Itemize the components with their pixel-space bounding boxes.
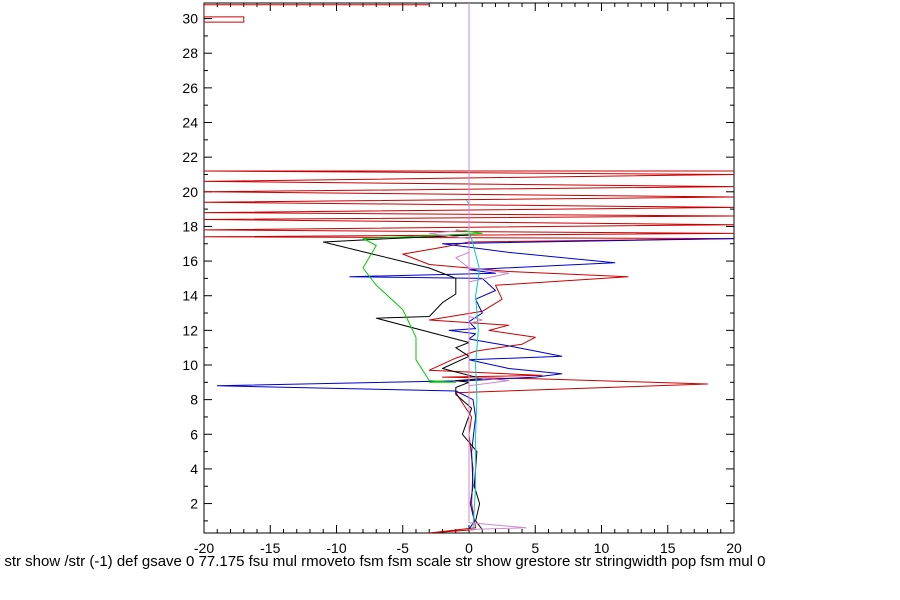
y-tick-label: 30 — [182, 11, 198, 27]
y-tick-label: 22 — [182, 149, 198, 165]
series-line-1 — [204, 170, 734, 533]
x-tick-label: 10 — [594, 540, 610, 556]
x-tick-label: -10 — [326, 540, 346, 556]
y-tick-label: 10 — [182, 357, 198, 373]
y-tick-label: 2 — [190, 496, 198, 512]
x-tick-label: 5 — [531, 540, 539, 556]
x-tick-label: -5 — [397, 540, 410, 556]
y-tick-label: 8 — [190, 392, 198, 408]
series-line-2 — [204, 4, 430, 23]
y-tick-label: 6 — [190, 426, 198, 442]
series-line-5 — [362, 229, 483, 383]
x-tick-label: -15 — [260, 540, 280, 556]
postscript-caption: f str show /str (-1) def gsave 0 77.175 … — [0, 553, 900, 573]
y-tick-label: 14 — [182, 288, 198, 304]
series-line-7 — [468, 3, 527, 530]
y-tick-label: 18 — [182, 218, 198, 234]
x-tick-label: 20 — [726, 540, 742, 556]
caption-text: f str show /str (-1) def gsave 0 77.175 … — [0, 553, 766, 570]
series-line-8 — [428, 229, 510, 387]
y-tick-label: 20 — [182, 184, 198, 200]
y-tick-label: 28 — [182, 45, 198, 61]
y-tick-label: 16 — [182, 253, 198, 269]
y-tick-label: 12 — [182, 322, 198, 338]
y-tick-label: 26 — [182, 80, 198, 96]
y-tick-label: 4 — [190, 461, 198, 477]
series-line-4 — [322, 234, 483, 530]
x-tick-label: 15 — [660, 540, 676, 556]
y-tick-label: 24 — [182, 115, 198, 131]
x-tick-label: -20 — [194, 540, 214, 556]
x-tick-label: 0 — [465, 540, 473, 556]
